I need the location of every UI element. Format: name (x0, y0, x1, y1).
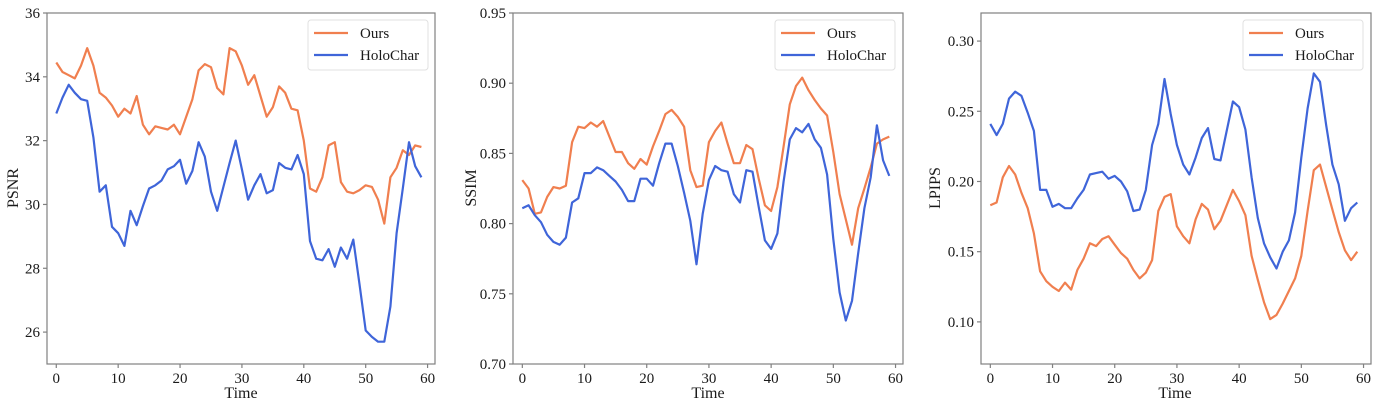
y-tick-label: 0.95 (480, 6, 506, 22)
lpips-y-axis-title: LPIPS (927, 167, 944, 209)
psnr-holochar-line (55, 83, 423, 343)
ssim-y-ticks: 0.70 0.75 0.80 0.85 0.90 0.95 (480, 6, 513, 373)
x-tick-label: 0 (519, 371, 527, 387)
x-tick-label: 10 (111, 371, 126, 387)
y-tick-label: 0.80 (480, 217, 506, 233)
x-tick-label: 10 (1045, 371, 1060, 387)
x-tick-label: 10 (577, 371, 592, 387)
y-tick-label: 28 (25, 261, 40, 277)
ssim-plot-lines (521, 76, 891, 322)
legend-ours-label: Ours (827, 26, 856, 42)
psnr-legend: Ours HoloChar (307, 19, 429, 71)
psnr-plot-lines (55, 46, 423, 343)
x-tick-label: 20 (1107, 371, 1122, 387)
psnr-x-axis-title: Time (224, 385, 257, 402)
ssim-holochar-line (521, 122, 891, 322)
y-tick-label: 0.75 (480, 287, 506, 303)
lpips-ours-line (989, 163, 1359, 321)
x-tick-label: 60 (1356, 371, 1371, 387)
ssim-plot-frame (512, 12, 904, 365)
x-tick-label: 30 (701, 371, 716, 387)
lpips-legend: Ours HoloChar (1242, 19, 1364, 71)
lpips-holochar-line (989, 72, 1359, 270)
x-tick-label: 20 (173, 371, 188, 387)
psnr-chart-svg: 26 28 30 32 34 36 0 10 20 30 40 50 60 Time PSNR Our… (5, 6, 436, 402)
ssim-chart: 0.70 0.75 0.80 0.85 0.90 0.95 0 10 20 30 40 50 60 T… (460, 0, 920, 402)
ssim-x-axis-title: Time (691, 385, 724, 402)
y-tick-label: 0.10 (948, 315, 974, 331)
ssim-x-ticks: 0 10 20 30 40 50 60 (519, 364, 903, 387)
legend-holochar-label: HoloChar (1295, 48, 1354, 64)
x-tick-label: 0 (987, 371, 995, 387)
legend-holochar-label: HoloChar (827, 48, 886, 64)
y-tick-label: 34 (25, 70, 41, 86)
x-tick-label: 50 (1294, 371, 1309, 387)
x-tick-label: 50 (358, 371, 373, 387)
psnr-chart: 26 28 30 32 34 36 0 10 20 30 40 50 60 Time PSNR Our… (0, 0, 460, 402)
x-tick-label: 40 (764, 371, 779, 387)
y-tick-label: 0.25 (948, 104, 974, 120)
y-tick-label: 36 (25, 6, 41, 22)
y-tick-label: 30 (25, 197, 40, 213)
psnr-y-ticks: 26 28 30 32 34 36 (25, 6, 47, 341)
ssim-legend: Ours HoloChar (774, 19, 896, 71)
psnr-ours-line (55, 46, 422, 225)
legend-ours-label: Ours (360, 26, 389, 42)
lpips-plot-lines (989, 72, 1359, 321)
legend-ours-label: Ours (1295, 26, 1324, 42)
lpips-chart-svg: 0.100.150.200.250.30 0 10 20 30 40 50 60 Time … (927, 12, 1372, 402)
x-tick-label: 40 (296, 371, 311, 387)
x-tick-label: 60 (888, 371, 903, 387)
ssim-y-axis-title: SSIM (463, 169, 480, 206)
x-tick-label: 50 (826, 371, 841, 387)
x-tick-label: 20 (639, 371, 654, 387)
lpips-x-ticks: 0 10 20 30 40 50 60 (987, 364, 1371, 387)
ssim-ours-line (521, 76, 890, 246)
x-tick-label: 60 (420, 371, 435, 387)
y-tick-label: 0.30 (948, 34, 974, 50)
legend-holochar-label: HoloChar (360, 48, 419, 64)
y-tick-label: 0.90 (480, 76, 506, 92)
lpips-y-ticks: 0.10 0.15 0.20 0.25 0.30 (948, 34, 981, 331)
lpips-chart: 0.10 0.15 0.20 0.25 0.30 0 10 20 30 40 50 60 Time … (920, 0, 1380, 402)
psnr-x-ticks: 0 10 20 30 40 50 60 (53, 364, 435, 387)
lpips-x-axis-title: Time (1158, 385, 1191, 402)
y-tick-label: 0.70 (480, 357, 506, 373)
psnr-y-axis-title: PSNR (5, 168, 22, 208)
x-tick-label: 0 (53, 371, 61, 387)
x-tick-label: 30 (234, 371, 249, 387)
psnr-plot-frame (46, 12, 436, 365)
lpips-plot-frame (980, 12, 1372, 365)
x-tick-label: 30 (1169, 371, 1184, 387)
y-tick-label: 0.20 (948, 174, 974, 190)
x-tick-label: 40 (1232, 371, 1247, 387)
ssim-chart-svg: 0.70 0.75 0.80 0.85 0.90 0.95 0 10 20 30 40 50 60 T… (463, 6, 904, 402)
y-tick-label: 26 (25, 325, 41, 341)
y-tick-label: 0.85 (480, 146, 506, 162)
y-tick-label: 32 (25, 134, 40, 150)
y-tick-label: 0.15 (948, 245, 974, 261)
